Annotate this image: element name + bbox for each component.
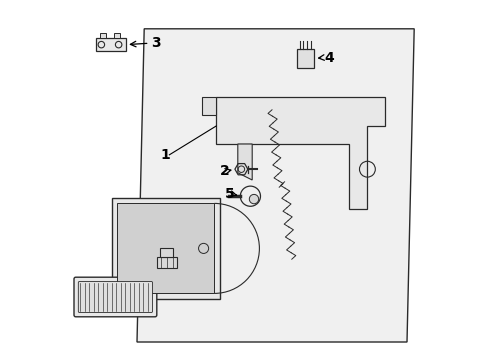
Polygon shape xyxy=(216,97,386,209)
Bar xyxy=(297,49,315,68)
Polygon shape xyxy=(202,97,216,115)
Text: 4: 4 xyxy=(324,51,334,64)
Polygon shape xyxy=(117,203,215,293)
Polygon shape xyxy=(137,29,414,342)
Polygon shape xyxy=(238,144,252,180)
Text: 5: 5 xyxy=(225,188,235,201)
Bar xyxy=(160,248,173,257)
FancyBboxPatch shape xyxy=(78,282,152,312)
FancyBboxPatch shape xyxy=(74,277,157,317)
Circle shape xyxy=(249,194,259,204)
Polygon shape xyxy=(112,198,220,299)
Bar xyxy=(157,257,176,268)
Text: 3: 3 xyxy=(151,36,161,50)
Text: 2: 2 xyxy=(220,164,229,178)
Bar xyxy=(114,33,120,38)
Text: 1: 1 xyxy=(160,148,170,162)
Bar xyxy=(96,38,126,51)
Bar xyxy=(100,33,106,38)
